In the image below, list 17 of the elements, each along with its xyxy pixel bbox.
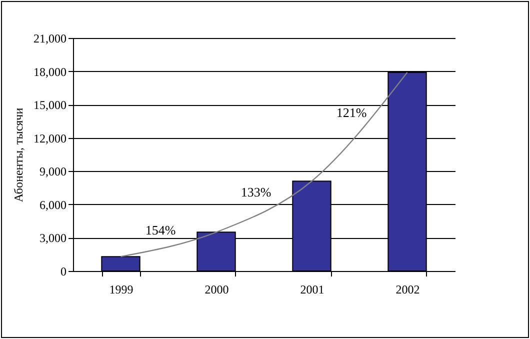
annotation: 133% [240, 184, 272, 200]
y-tick-label: 0 [60, 264, 66, 278]
x-tick-label: 2001 [300, 282, 324, 296]
y-tick-label: 15,000 [34, 98, 66, 112]
x-tick-label: 2000 [204, 282, 229, 296]
y-tick-label: 18,000 [34, 64, 66, 79]
y-tick-label: 6,000 [40, 198, 66, 212]
annotation: 154% [145, 222, 176, 238]
y-tick-label: 12,000 [34, 131, 66, 146]
annotation: 121% [336, 104, 367, 120]
line-series [120, 72, 408, 258]
y-tick-label: 9,000 [40, 164, 66, 179]
x-tick-label: 2002 [396, 282, 420, 296]
y-axis-title: Абоненты, тысячи [12, 107, 26, 202]
x-tick-label: 1999 [109, 282, 134, 296]
y-tick-label: 21,000 [34, 32, 66, 46]
y-tick-label: 3,000 [40, 231, 66, 246]
